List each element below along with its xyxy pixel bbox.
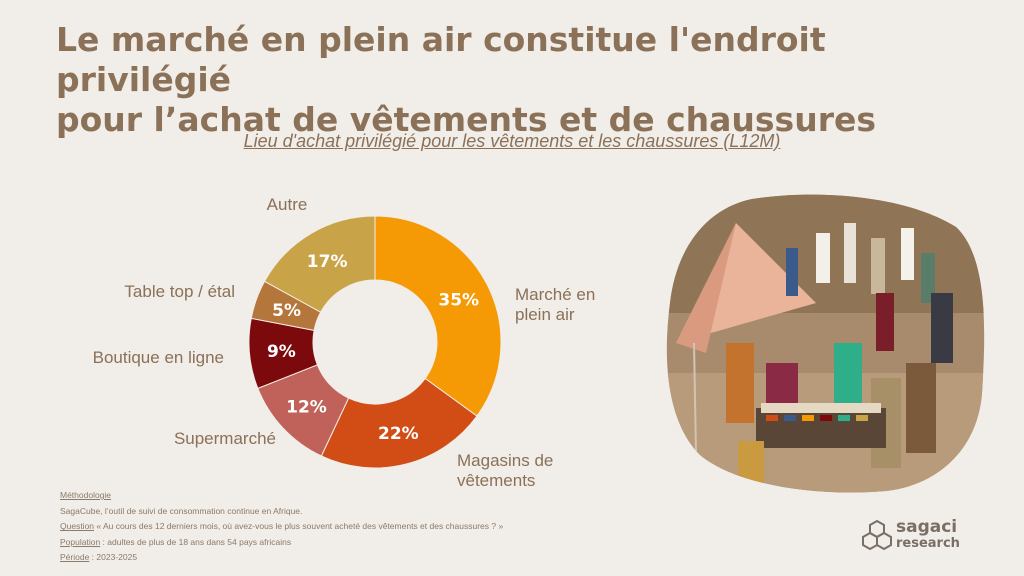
slice-value-label-5: 17% (307, 252, 348, 272)
population-text: : adultes de plus de 18 ans dans 54 pays… (100, 536, 292, 547)
slice-category-label-1: Magasins de vêtements (457, 451, 553, 490)
donut-slice-5 (263, 215, 376, 313)
sagaci-logo: sagaci research (862, 519, 982, 555)
slice-category-label-2: Supermarché (174, 429, 276, 448)
slice-value-label-4: 5% (272, 301, 301, 321)
question-text: « Au cours des 12 derniers mois, où avez… (94, 521, 504, 532)
slice-value-label-1: 22% (378, 424, 419, 444)
slice-category-label-0: Marché en plein air (515, 285, 595, 324)
title-line-1: Le marché en plein air constitue l'endro… (56, 20, 826, 99)
period-label: Période (60, 552, 90, 563)
slice-value-label-0: 35% (438, 290, 479, 310)
methodology-footer: Méthodologie SagaCube, l’outil de suivi … (60, 488, 660, 566)
question-label: Question (60, 521, 95, 532)
title-line-2: pour l’achat de vêtements et de chaussur… (56, 100, 876, 139)
methodology-label: Méthodologie (60, 490, 112, 500)
slice-category-label-4: Table top / étal (124, 282, 235, 301)
donut-chart: 35% Marché en plein air 22% Magasins de vêtem… (93, 195, 596, 490)
hexagon-logo-icon (862, 519, 892, 551)
period-text: : 2023-2025 (89, 552, 138, 563)
logo-text-line-1: sagaci (896, 517, 958, 537)
donut-slice-1 (320, 377, 478, 469)
slice-value-label-2: 12% (286, 397, 327, 417)
population-label: Population (60, 536, 101, 547)
page-title: Le marché en plein air constitue l'endro… (56, 20, 976, 140)
market-photo (666, 194, 985, 493)
logo-text-line-2: research (896, 536, 960, 551)
slice-value-label-3: 9% (267, 342, 296, 362)
slice-category-label-5: Autre (267, 195, 308, 214)
donut-slice-0 (374, 215, 502, 417)
slice-category-label-3: Boutique en ligne (93, 348, 224, 367)
chart-title: Lieu d'achat privilégié pour les vêtemen… (243, 131, 781, 151)
methodology-text: SagaCube, l’outil de suivi de consommati… (60, 505, 303, 516)
